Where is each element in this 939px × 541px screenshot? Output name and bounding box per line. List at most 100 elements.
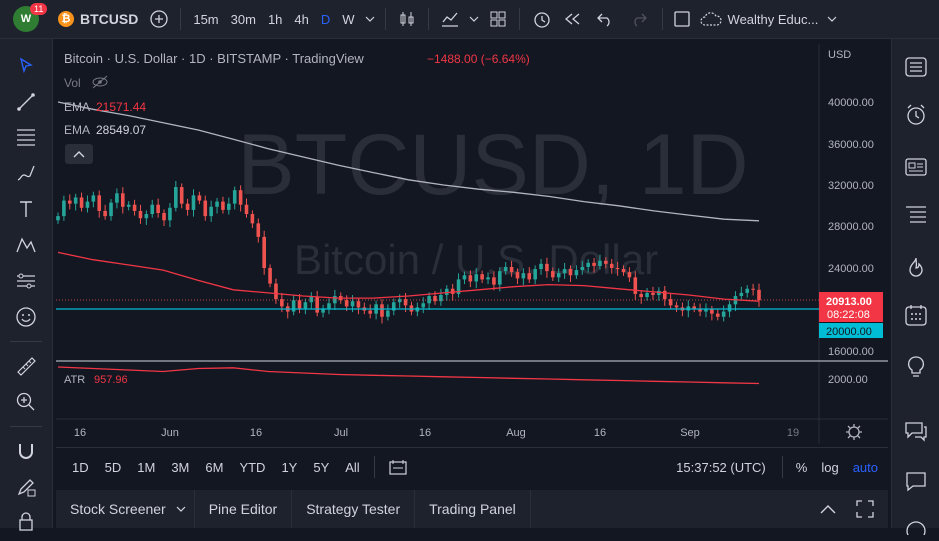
undo-button[interactable]: [588, 0, 622, 38]
lightbulb-icon: [908, 356, 924, 377]
range-1d[interactable]: 1D: [72, 459, 89, 475]
templates-button[interactable]: [483, 0, 513, 38]
chats-button[interactable]: [902, 417, 930, 445]
ideas-button[interactable]: [902, 353, 930, 381]
ema-short-line[interactable]: [57, 251, 760, 302]
candle-body: [427, 296, 431, 304]
alerts-button[interactable]: [902, 101, 930, 129]
chart-pane[interactable]: BTCUSD, 1D Bitcoin / U.S. Dollar USD 400…: [56, 44, 888, 444]
watchlist-button[interactable]: [902, 53, 930, 81]
measure-tool[interactable]: [12, 352, 40, 380]
collapse-legend-button[interactable]: [65, 144, 93, 164]
cloud-icon: [699, 12, 722, 26]
lock-tool[interactable]: [12, 507, 40, 535]
ema-long-line[interactable]: [57, 101, 760, 222]
cursor-tool[interactable]: [12, 52, 40, 80]
maximize-panel-button[interactable]: [848, 500, 888, 518]
range-5d[interactable]: 5D: [104, 459, 122, 475]
candle-body: [215, 201, 219, 207]
range-5y[interactable]: 5Y: [313, 459, 330, 475]
candle-body: [67, 200, 72, 204]
candle-body: [715, 313, 720, 317]
hotlists-button[interactable]: [902, 253, 930, 281]
interval-dropdown[interactable]: [361, 0, 379, 38]
streams-button[interactable]: [902, 467, 930, 495]
range-1y[interactable]: 1Y: [281, 459, 298, 475]
range-6m[interactable]: 6M: [205, 459, 224, 475]
interval-15m[interactable]: 15m: [193, 11, 219, 27]
ema1-label[interactable]: EMA: [64, 100, 90, 114]
alert-button[interactable]: [526, 0, 558, 38]
chart-title[interactable]: Bitcoin · U.S. Dollar · 1D · BITSTAMP · …: [64, 51, 364, 66]
chart-type-button[interactable]: [392, 0, 422, 38]
tab-pine-editor[interactable]: Pine Editor: [195, 490, 293, 528]
fib-tool[interactable]: [12, 123, 40, 151]
interval-1h[interactable]: 1h: [267, 11, 283, 27]
chart-settings-icon[interactable]: [846, 424, 862, 440]
range-all[interactable]: All: [345, 459, 360, 475]
tab-stock-screener[interactable]: Stock Screener: [56, 490, 195, 528]
candle-body: [651, 292, 655, 295]
brush-tool[interactable]: [12, 159, 40, 187]
separator: [781, 456, 783, 478]
compare-symbol-button[interactable]: [144, 0, 174, 38]
candle-body: [645, 292, 649, 298]
hline-price-label-bg: [819, 323, 883, 338]
interval-w[interactable]: W: [342, 11, 355, 27]
eye-crossed-icon[interactable]: [92, 75, 108, 89]
candle-body: [321, 308, 325, 313]
candle-body: [397, 299, 402, 303]
chart-canvas[interactable]: BTCUSD, 1D Bitcoin / U.S. Dollar USD 400…: [56, 44, 888, 444]
text-tool[interactable]: [12, 195, 40, 223]
interval-30m[interactable]: 30m: [230, 11, 256, 27]
interval-4h[interactable]: 4h: [294, 11, 309, 27]
zoom-tool[interactable]: [12, 388, 40, 416]
ema2-label[interactable]: EMA: [64, 123, 90, 137]
go-to-date-button[interactable]: [381, 459, 415, 475]
brush-icon: [17, 165, 35, 181]
expand-panel-button[interactable]: [808, 504, 848, 514]
icons-tool[interactable]: [12, 303, 40, 331]
candle-body: [757, 289, 761, 301]
price-tick: 24000.00: [828, 263, 874, 275]
layout-menu[interactable]: Wealthy Educ...: [695, 0, 823, 38]
calendar-button[interactable]: [902, 301, 930, 329]
percent-scale-toggle[interactable]: %: [795, 459, 808, 475]
indicators-button[interactable]: [435, 0, 465, 38]
data-window-button[interactable]: [902, 201, 930, 229]
candle-body: [545, 263, 549, 272]
clock-timezone[interactable]: 15:37:52 (UTC): [676, 459, 766, 475]
atr-label[interactable]: ATR: [64, 374, 85, 386]
log-scale-toggle[interactable]: log: [821, 459, 839, 475]
candle-body: [621, 269, 626, 273]
range-1m[interactable]: 1M: [137, 459, 156, 475]
trend-line-tool[interactable]: [12, 88, 40, 116]
prediction-tool[interactable]: [12, 267, 40, 295]
volume-label[interactable]: Vol: [64, 76, 81, 90]
help-button[interactable]: [902, 513, 930, 541]
candle-body: [144, 214, 149, 219]
time-tick: Jul: [334, 427, 348, 439]
chat-icon: [905, 422, 927, 442]
layout-dropdown[interactable]: [822, 0, 842, 38]
range-3m[interactable]: 3M: [171, 459, 190, 475]
tab-trading-panel[interactable]: Trading Panel: [415, 490, 531, 528]
replay-button[interactable]: [558, 0, 588, 38]
price-axis-currency[interactable]: USD: [828, 49, 851, 61]
range-ytd[interactable]: YTD: [239, 459, 266, 475]
tab-strategy-tester[interactable]: Strategy Tester: [292, 490, 416, 528]
news-button[interactable]: [902, 153, 930, 181]
redo-button[interactable]: [622, 0, 656, 38]
pattern-tool[interactable]: [12, 231, 40, 259]
user-avatar[interactable]: W 11: [0, 0, 52, 38]
atr-line[interactable]: [57, 366, 760, 385]
magnet-tool[interactable]: [12, 437, 40, 465]
candle-body: [315, 297, 319, 313]
rewind-icon: [564, 13, 579, 25]
fullscreen-toggle[interactable]: [669, 0, 695, 38]
interval-d[interactable]: D: [320, 11, 331, 27]
auto-scale-toggle[interactable]: auto: [852, 459, 878, 475]
indicators-dropdown[interactable]: [465, 0, 483, 38]
lock-drawing-tool[interactable]: [12, 473, 40, 501]
symbol-search[interactable]: ₿ BTCUSD: [52, 0, 144, 38]
